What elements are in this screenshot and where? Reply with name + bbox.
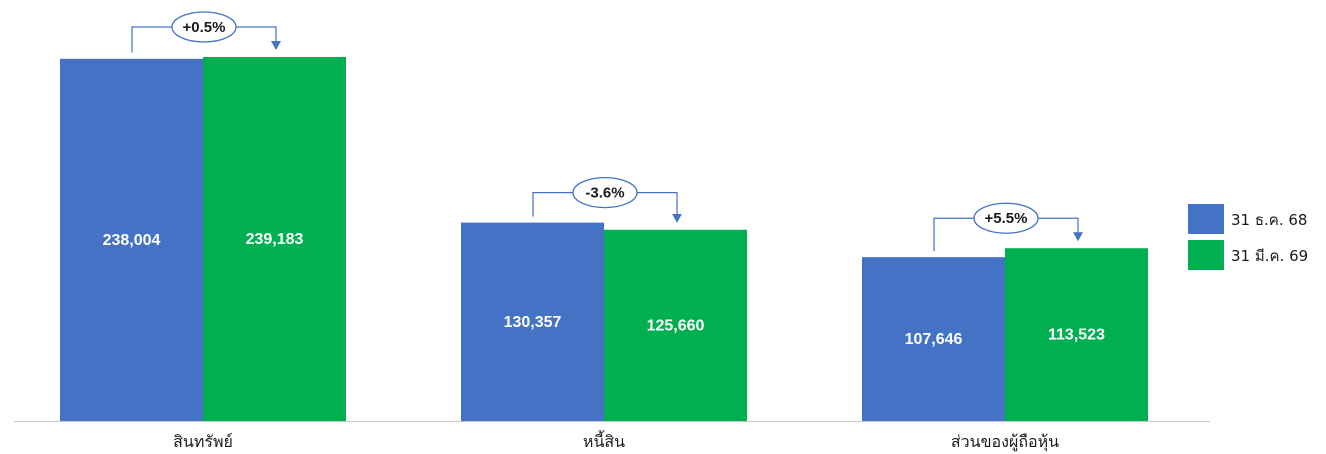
bar-value-label: 238,004: [103, 232, 161, 249]
bar-mar69-2: [1005, 248, 1148, 421]
bar-value-label: 113,523: [1048, 327, 1105, 344]
category-label: ส่วนของผู้ถือหุ้น: [951, 432, 1059, 452]
bar-mar69-0: [203, 57, 346, 421]
legend-label: 31 มี.ค. 69: [1231, 247, 1308, 265]
category-labels: สินทรัพย์ หนี้สิน ส่วนของผู้ถือหุ้น: [173, 430, 1059, 452]
change-bubble: [572, 176, 638, 209]
bar-value-label: 107,646: [905, 331, 963, 348]
category-label: หนี้สิน: [583, 430, 625, 451]
change-percent-label: -3.6%: [585, 185, 624, 202]
change-bubble: [973, 202, 1039, 234]
change-annotation: -3.6%: [532, 176, 682, 223]
change-annotation: +5.5%: [933, 202, 1083, 252]
bar-mar69-1: [604, 229, 747, 421]
bar-value-label: 239,183: [246, 231, 304, 248]
legend-swatch: [1188, 204, 1224, 234]
bar-dec68-2: [862, 257, 1005, 421]
bar-dec68-1: [461, 222, 604, 421]
bar-value-label: 125,660: [647, 317, 705, 334]
category-label: สินทรัพย์: [173, 432, 233, 451]
change-bubble: [171, 11, 237, 43]
legend-label: 31 ธ.ค. 68: [1231, 211, 1307, 229]
bar-dec68-0: [60, 58, 203, 422]
change-percent-label: +5.5%: [985, 210, 1028, 227]
annotations-layer: +0.5% -3.6% +5.5%: [131, 11, 1083, 252]
change-percent-label: +0.5%: [183, 19, 226, 36]
legend-swatch: [1188, 240, 1224, 270]
legend: 31 ธ.ค. 68 31 มี.ค. 69: [1188, 204, 1308, 270]
bars-layer: 238,004 239,183 130,357 125,660 107,646 113,5…: [60, 57, 1148, 422]
change-annotation: +0.5%: [131, 11, 281, 53]
bar-value-label: 130,357: [504, 314, 562, 331]
